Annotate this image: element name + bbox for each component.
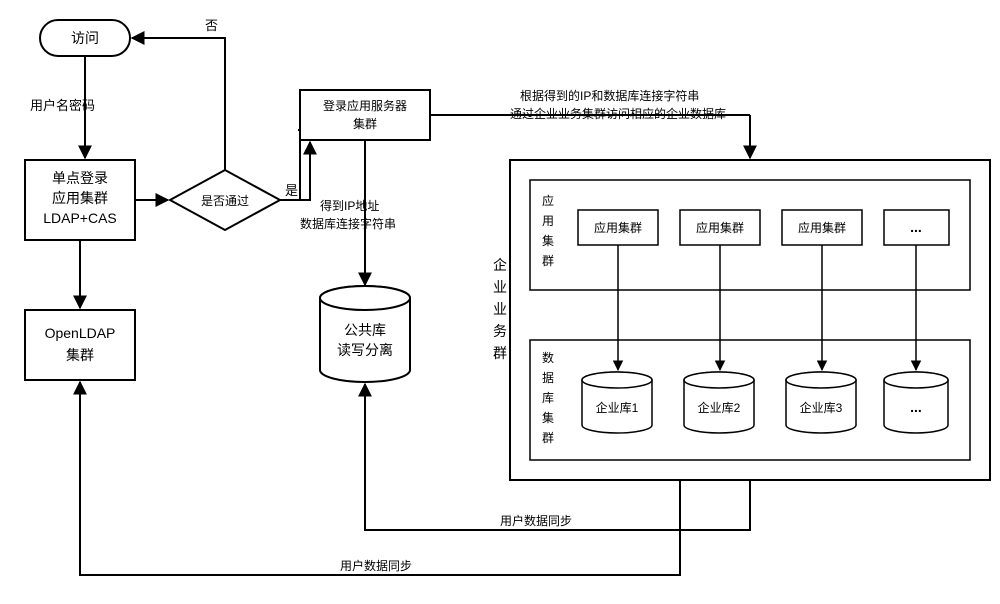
svg-text:读写分离: 读写分离: [337, 342, 393, 358]
svg-text:集群: 集群: [353, 116, 377, 131]
edge-sync1-label: 用户数据同步: [500, 513, 572, 528]
svg-text:企业库2: 企业库2: [698, 400, 741, 415]
db-node-3: 企业库3: [786, 372, 856, 433]
app-node-3: 应用集群: [782, 210, 862, 245]
start-label: 访问: [71, 30, 99, 46]
svg-text:登录应用服务器: 登录应用服务器: [323, 98, 407, 113]
svg-text:OpenLDAP: OpenLDAP: [45, 325, 116, 341]
svg-text:应用集群: 应用集群: [52, 190, 108, 206]
svg-text:企: 企: [493, 257, 507, 273]
biz-group-label: 企 业 业 务 群: [493, 257, 507, 361]
svg-text:公共库: 公共库: [344, 322, 386, 338]
svg-text:业: 业: [493, 301, 507, 317]
svg-text:集群: 集群: [66, 347, 94, 363]
svg-text:单点登录: 单点登录: [52, 170, 108, 186]
svg-text:企业库1: 企业库1: [596, 400, 639, 415]
svg-text:群: 群: [493, 345, 507, 361]
svg-text:数据库连接字符串: 数据库连接字符串: [300, 216, 396, 231]
svg-text:应用集群: 应用集群: [594, 220, 642, 235]
edge-yes-label: 是: [285, 183, 298, 198]
login-node: 登录应用服务器 集群: [300, 90, 430, 140]
edge-decision-no: [132, 38, 225, 170]
svg-text:得到IP地址: 得到IP地址: [320, 198, 379, 213]
svg-text:通过企业业务集群访问相应的企业数据库: 通过企业业务集群访问相应的企业数据库: [510, 106, 726, 121]
svg-text:集: 集: [542, 410, 554, 425]
db-node-4: ...: [884, 372, 948, 433]
edge-no-label: 否: [205, 18, 218, 33]
svg-text:集: 集: [542, 233, 554, 248]
svg-text:企业库3: 企业库3: [800, 400, 843, 415]
decision-label: 是否通过: [201, 194, 249, 208]
svg-text:根据得到的IP和数据库连接字符串: 根据得到的IP和数据库连接字符串: [520, 88, 699, 103]
app-cluster-label: 应 用 集 群: [542, 193, 554, 268]
svg-text:LDAP+CAS: LDAP+CAS: [43, 210, 117, 226]
openldap-node: OpenLDAP 集群: [25, 310, 135, 380]
app-node-1: 应用集群: [578, 210, 658, 245]
svg-text:库: 库: [542, 390, 554, 405]
svg-text:应用集群: 应用集群: [696, 220, 744, 235]
svg-text:务: 务: [493, 323, 507, 339]
edge-sync2-label: 用户数据同步: [340, 558, 412, 573]
db-cluster-label: 数 据 库 集 群: [542, 350, 554, 445]
sso-node: 单点登录 应用集群 LDAP+CAS: [25, 160, 135, 240]
db-node-2: 企业库2: [684, 372, 754, 433]
flow-diagram: 访问 用户名密码 单点登录 应用集群 LDAP+CAS OpenLDAP 集群 …: [0, 0, 1000, 604]
svg-text:应用集群: 应用集群: [798, 220, 846, 235]
decision-node: 是否通过: [170, 170, 280, 230]
db-node-1: 企业库1: [582, 372, 652, 433]
svg-text:群: 群: [542, 254, 554, 268]
svg-text:业: 业: [493, 279, 507, 295]
svg-text:...: ...: [910, 399, 922, 415]
app-node-4: ...: [884, 210, 949, 245]
svg-text:群: 群: [542, 431, 554, 445]
app-node-2: 应用集群: [680, 210, 760, 245]
edge-start-sso-label: 用户名密码: [30, 98, 95, 113]
svg-text:数: 数: [542, 350, 554, 365]
svg-text:用: 用: [542, 214, 554, 228]
svg-text:应: 应: [542, 193, 554, 208]
start-node: 访问: [40, 20, 130, 56]
publib-node: 公共库 读写分离: [320, 286, 410, 382]
svg-text:...: ...: [910, 219, 922, 235]
svg-text:据: 据: [542, 371, 554, 385]
